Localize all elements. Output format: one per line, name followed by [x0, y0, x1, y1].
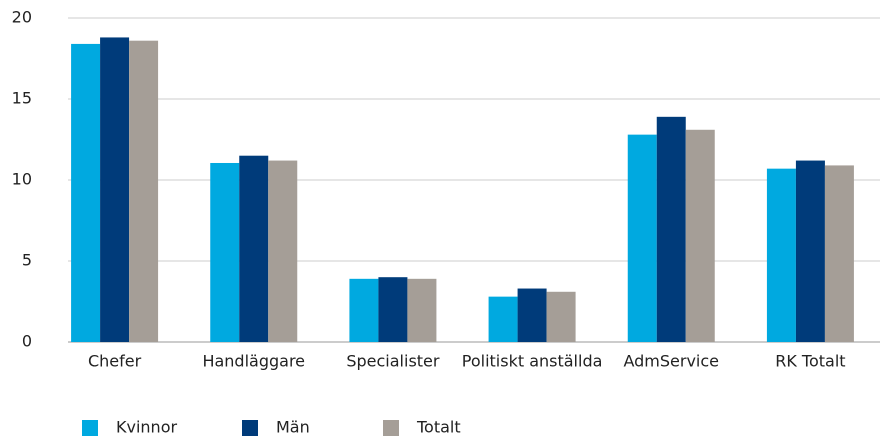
bar	[210, 162, 240, 342]
bar	[129, 40, 159, 343]
legend-label: Kvinnor	[116, 418, 177, 437]
legend-swatch	[383, 420, 399, 436]
bar	[656, 116, 686, 342]
bar	[517, 288, 547, 342]
bar	[627, 134, 657, 342]
bar	[824, 165, 854, 342]
bar	[407, 278, 437, 342]
x-tick-label: Handläggare	[202, 352, 305, 371]
bar	[766, 168, 796, 342]
bar	[378, 277, 408, 342]
y-tick-label: 5	[22, 251, 32, 270]
bar	[546, 291, 576, 342]
bar	[239, 155, 269, 342]
legend-swatch	[82, 420, 98, 436]
bar	[349, 278, 379, 342]
y-tick-label: 0	[22, 332, 32, 351]
x-tick-label: RK Totalt	[775, 352, 845, 371]
bar	[100, 37, 130, 342]
y-tick-label: 10	[12, 170, 32, 189]
bar	[488, 296, 518, 342]
x-tick-label: AdmService	[623, 352, 719, 371]
x-tick-label: Politiskt anställda	[462, 352, 603, 371]
bar	[71, 43, 101, 343]
bar	[795, 160, 825, 342]
bar	[268, 160, 298, 342]
legend-label: Män	[276, 418, 310, 437]
x-tick-label: Chefer	[88, 352, 142, 371]
bar	[685, 129, 715, 342]
y-tick-label: 15	[12, 89, 32, 108]
legend-label: Totalt	[416, 418, 461, 437]
legend-swatch	[242, 420, 258, 436]
x-tick-label: Specialister	[346, 352, 440, 371]
y-tick-label: 20	[12, 8, 32, 27]
